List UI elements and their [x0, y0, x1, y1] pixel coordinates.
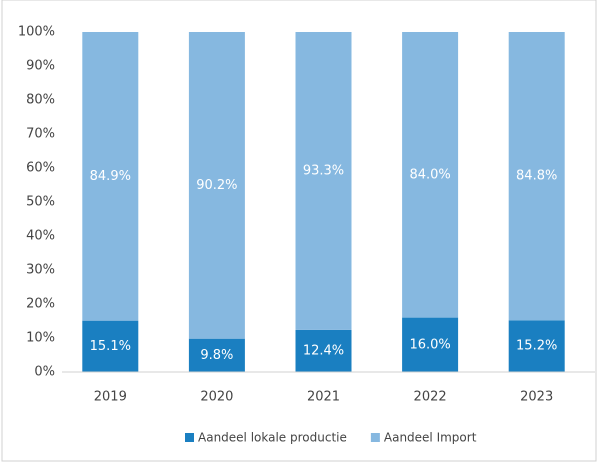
y-tick-label: 60%: [26, 161, 55, 176]
x-tick-label: 2019: [94, 390, 127, 405]
value-label: 84.8%: [516, 169, 557, 184]
y-tick-label: 100%: [18, 25, 55, 40]
bar-segment: [295, 329, 352, 372]
bar-segment: [295, 32, 352, 330]
bar-segment: [402, 317, 459, 372]
bar-segment: [508, 320, 565, 372]
value-label: 84.0%: [409, 167, 450, 182]
x-tick-label: 2021: [307, 390, 340, 405]
x-tick-label: 2023: [520, 390, 553, 405]
y-tick-label: 80%: [26, 93, 55, 108]
bar-segment: [402, 32, 459, 318]
y-tick-label: 40%: [26, 229, 55, 244]
y-tick-label: 90%: [26, 59, 55, 74]
value-label: 90.2%: [196, 178, 237, 193]
legend-label: Aandeel lokale productie: [198, 431, 347, 445]
y-tick-label: 50%: [26, 195, 55, 210]
y-tick-label: 10%: [26, 331, 55, 346]
value-label: 84.9%: [90, 169, 131, 184]
value-label: 15.1%: [90, 339, 131, 354]
y-tick-label: 0%: [34, 365, 55, 380]
legend-swatch: [370, 433, 380, 442]
y-tick-label: 30%: [26, 263, 55, 278]
bar-segment: [188, 338, 245, 372]
x-tick-label: 2022: [414, 390, 447, 405]
value-label: 15.2%: [516, 339, 557, 354]
value-label: 12.4%: [303, 343, 344, 358]
value-label: 93.3%: [303, 164, 344, 179]
bar-segment: [82, 32, 139, 321]
bar-segment: [82, 320, 139, 372]
value-label: 16.0%: [409, 337, 450, 352]
plot-area: [82, 32, 565, 372]
legend-swatch: [185, 433, 194, 442]
legend-label: Aandeel Import: [384, 431, 477, 445]
y-tick-label: 20%: [26, 297, 55, 312]
value-label: 9.8%: [200, 348, 233, 363]
bar-segment: [508, 32, 565, 321]
y-tick-label: 70%: [26, 127, 55, 142]
x-tick-label: 2020: [200, 390, 233, 405]
bar-segment: [188, 32, 245, 339]
